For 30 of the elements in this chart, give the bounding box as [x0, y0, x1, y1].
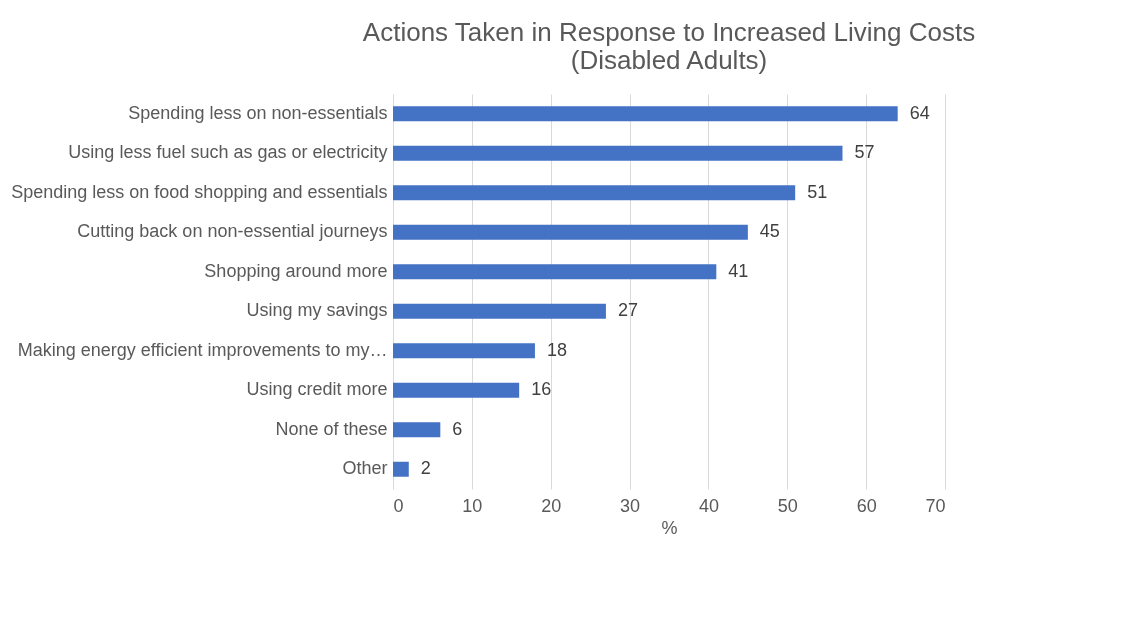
x-tick-label: 10 — [462, 495, 483, 516]
data-label: 16 — [531, 379, 552, 400]
y-tick-label: Using my savings — [246, 300, 388, 321]
y-tick-label: Making energy efficient improvements to my… — [17, 339, 388, 360]
data-label: 27 — [617, 300, 638, 321]
x-tick-label: 70 — [925, 495, 946, 516]
x-axis-title: % — [661, 517, 678, 538]
y-tick-label: Spending less on non-essentials — [128, 102, 388, 123]
x-tick-label: 30 — [620, 495, 641, 516]
data-label: 41 — [728, 260, 749, 281]
y-tick-label: Spending less on food shopping and essentials — [11, 181, 388, 202]
data-label: 2 — [420, 458, 431, 479]
data-label: 45 — [759, 221, 780, 242]
chart-title: Actions Taken in Response to Increased Living Costs (Disabled Adults) — [362, 17, 976, 75]
y-tick-label: Using less fuel such as gas or electricity — [68, 142, 388, 163]
y-tick-label: Using credit more — [246, 379, 388, 400]
y-tick-label: Shopping around more — [204, 260, 388, 281]
data-label: 18 — [546, 339, 567, 360]
x-tick-label: 0 — [393, 495, 404, 516]
data-label: 57 — [854, 142, 875, 163]
data-label: 51 — [807, 181, 828, 202]
data-label: 6 — [452, 418, 463, 439]
data-label: 64 — [909, 102, 930, 123]
x-tick-label: 20 — [541, 495, 562, 516]
y-tick-label: Cutting back on non-essential journeys — [77, 221, 388, 242]
x-tick-label: 60 — [856, 495, 877, 516]
x-tick-label: 40 — [698, 495, 719, 516]
x-tick-label: 50 — [777, 495, 798, 516]
y-tick-label: None of these — [275, 418, 388, 439]
y-tick-label: Other — [342, 458, 388, 479]
